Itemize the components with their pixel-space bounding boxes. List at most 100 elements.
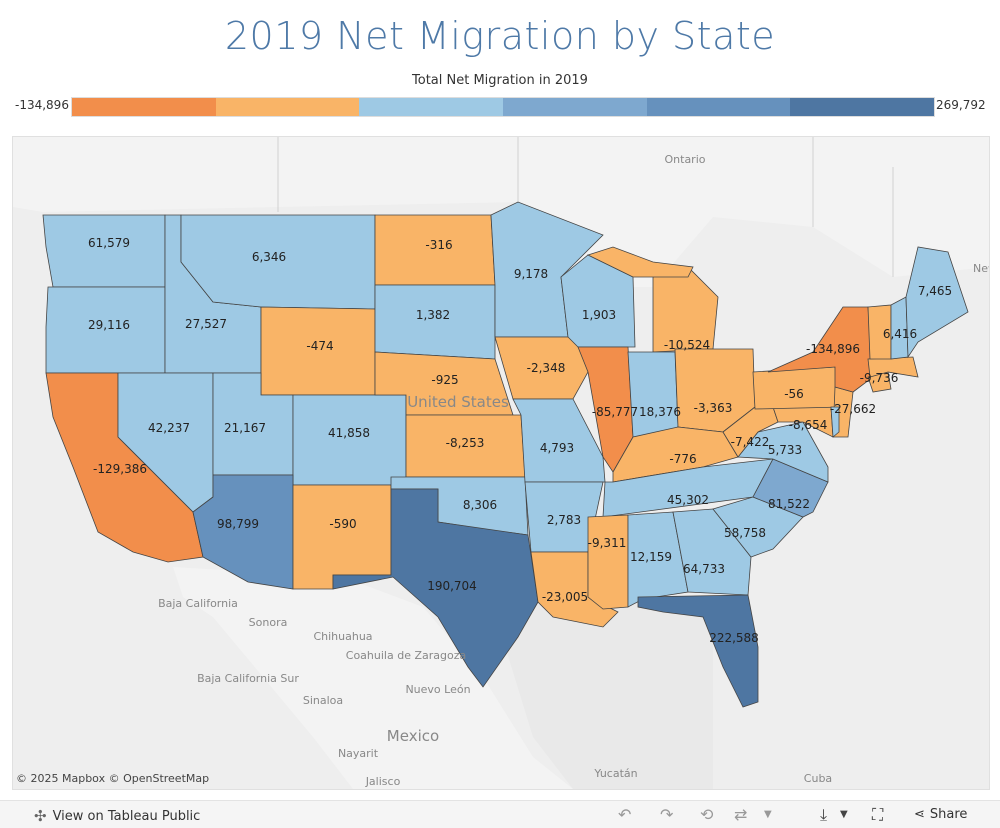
- state-maine[interactable]: [905, 246, 969, 359]
- undo-icon[interactable]: ↶: [618, 805, 632, 824]
- state-value-label-nd: -316: [425, 238, 452, 252]
- view-on-tableau-public-link[interactable]: ✣ View on Tableau Public: [34, 807, 200, 825]
- map-canvas[interactable]: Ontario Baja California Sonora Chihuahua…: [13, 137, 989, 789]
- state-value-label-nc: 81,522: [768, 497, 810, 511]
- state-value-label-ar: 2,783: [547, 513, 581, 527]
- place-label-sinaloa: Sinaloa: [303, 694, 343, 707]
- state-value-label-nm: -590: [329, 517, 356, 531]
- download-dropdown-icon[interactable]: ▼: [840, 809, 848, 820]
- state-delaware[interactable]: [830, 406, 840, 438]
- state-value-label-tn: 45,302: [667, 493, 709, 507]
- legend-title: Total Net Migration in 2019: [412, 73, 588, 88]
- map-attribution: © 2025 Mapbox © OpenStreetMap: [16, 772, 210, 785]
- state-value-label-wa: 61,579: [88, 236, 130, 250]
- state-value-label-ca: -129,386: [93, 462, 147, 476]
- state-value-label-ok: 8,306: [463, 498, 497, 512]
- state-value-label-wv: -7,422: [731, 435, 770, 449]
- download-icon[interactable]: ⤓: [820, 805, 828, 824]
- state-value-label-mn: 9,178: [514, 267, 548, 281]
- legend-swatch: [646, 98, 791, 116]
- redo-icon[interactable]: ↷: [660, 805, 674, 824]
- view-on-tableau-public-label: View on Tableau Public: [52, 808, 201, 824]
- color-legend-bar: [71, 97, 935, 117]
- state-value-label-ky: -776: [669, 452, 696, 466]
- tableau-logo-icon: ✣: [34, 807, 47, 825]
- place-label-sonora: Sonora: [249, 616, 288, 629]
- state-value-label-in: 18,376: [639, 405, 681, 419]
- state-value-label-ia: -2,348: [527, 361, 566, 375]
- place-label-jalisco: Jalisco: [365, 775, 401, 788]
- state-value-label-ga: 64,733: [683, 562, 725, 576]
- state-value-label-id: 27,527: [185, 317, 227, 331]
- legend-swatch: [790, 98, 935, 116]
- canada-land: [13, 137, 989, 287]
- state-value-label-or: 29,116: [88, 318, 130, 332]
- dashboard-title: 2019 Net Migration by State: [224, 14, 776, 58]
- state-value-label-me: 7,465: [918, 284, 952, 298]
- state-south-dakota[interactable]: [374, 284, 496, 360]
- state-florida[interactable]: [637, 594, 759, 708]
- state-value-label-ms: -9,311: [588, 536, 627, 550]
- state-value-label-ut: 21,167: [224, 421, 266, 435]
- refresh-icon[interactable]: ⇄: [734, 805, 748, 824]
- revert-icon[interactable]: ⟲: [700, 805, 714, 824]
- state-value-labels: 61,579 29,116 -129,386 27,527 42,237 6,346 -47…: [88, 236, 952, 645]
- state-value-label-oh: -3,363: [694, 401, 733, 415]
- state-colorado[interactable]: [292, 394, 407, 486]
- fullscreen-icon[interactable]: ⛶: [872, 805, 884, 824]
- state-value-label-ks: -8,253: [446, 436, 485, 450]
- state-south-carolina[interactable]: [712, 496, 804, 558]
- state-mississippi[interactable]: [587, 514, 629, 610]
- state-value-label-ne: -925: [431, 373, 458, 387]
- state-value-label-il: -85,777: [592, 405, 638, 419]
- legend-swatch: [215, 98, 360, 116]
- state-value-label-al: 12,159: [630, 550, 672, 564]
- gulf-water: [493, 597, 713, 789]
- state-north-carolina[interactable]: [752, 458, 829, 518]
- state-value-label-md: -8,654: [789, 418, 828, 432]
- state-value-label-vt: 6,416: [883, 327, 917, 341]
- state-value-label-sc: 58,758: [724, 526, 766, 540]
- state-value-label-fl: 222,588: [709, 631, 759, 645]
- legend-swatch: [72, 98, 216, 116]
- place-label-new-brunswick: New Brunswick: [973, 262, 989, 275]
- map-view[interactable]: Ontario Baja California Sonora Chihuahua…: [12, 136, 990, 790]
- state-new-mexico[interactable]: [292, 484, 392, 590]
- tableau-toolbar: ✣ View on Tableau Public ↶ ↷ ⟲ ⇄ ▼ ⤓ ▼ ⛶…: [0, 800, 1000, 828]
- state-value-label-wy: -474: [306, 339, 333, 353]
- legend-swatch: [359, 98, 504, 116]
- place-label-yucatan: Yucatán: [593, 767, 637, 780]
- mexico-land: [173, 567, 573, 789]
- place-label-united-states: United States: [407, 393, 509, 411]
- state-value-label-nj: -27,662: [830, 402, 876, 416]
- state-georgia[interactable]: [672, 508, 752, 596]
- state-value-label-ny: -134,896: [806, 342, 860, 356]
- state-value-label-wi: 1,903: [582, 308, 616, 322]
- legend-swatch: [503, 98, 647, 116]
- place-label-mexico: Mexico: [387, 727, 439, 745]
- state-value-label-co: 41,858: [328, 426, 370, 440]
- legend-max-label: 269,792: [936, 98, 986, 112]
- place-label-cuba: Cuba: [804, 772, 832, 785]
- legend-min-label: -134,896: [15, 98, 69, 112]
- state-michigan-upper[interactable]: [586, 246, 694, 278]
- state-value-label-va: 5,733: [768, 443, 802, 457]
- state-value-label-mo: 4,793: [540, 441, 574, 455]
- state-value-label-pa: -56: [784, 387, 804, 401]
- state-value-label-mt: 6,346: [252, 250, 286, 264]
- refresh-dropdown-icon[interactable]: ▼: [764, 809, 772, 820]
- place-label-nayarit: Nayarit: [338, 747, 379, 760]
- place-label-baja-california-sur: Baja California Sur: [197, 672, 299, 685]
- state-value-label-nv: 42,237: [148, 421, 190, 435]
- place-label-baja-california: Baja California: [158, 597, 238, 610]
- share-icon: ⋖: [914, 807, 925, 822]
- state-washington[interactable]: [42, 214, 166, 288]
- place-label-ontario: Ontario: [665, 153, 706, 166]
- state-iowa[interactable]: [494, 336, 589, 400]
- share-label: Share: [929, 807, 968, 822]
- state-alabama[interactable]: [627, 511, 689, 608]
- state-texas[interactable]: [332, 488, 539, 688]
- share-button[interactable]: ⋖ Share: [914, 807, 967, 822]
- place-label-chihuahua: Chihuahua: [313, 630, 372, 643]
- state-value-label-mi: -10,524: [664, 338, 710, 352]
